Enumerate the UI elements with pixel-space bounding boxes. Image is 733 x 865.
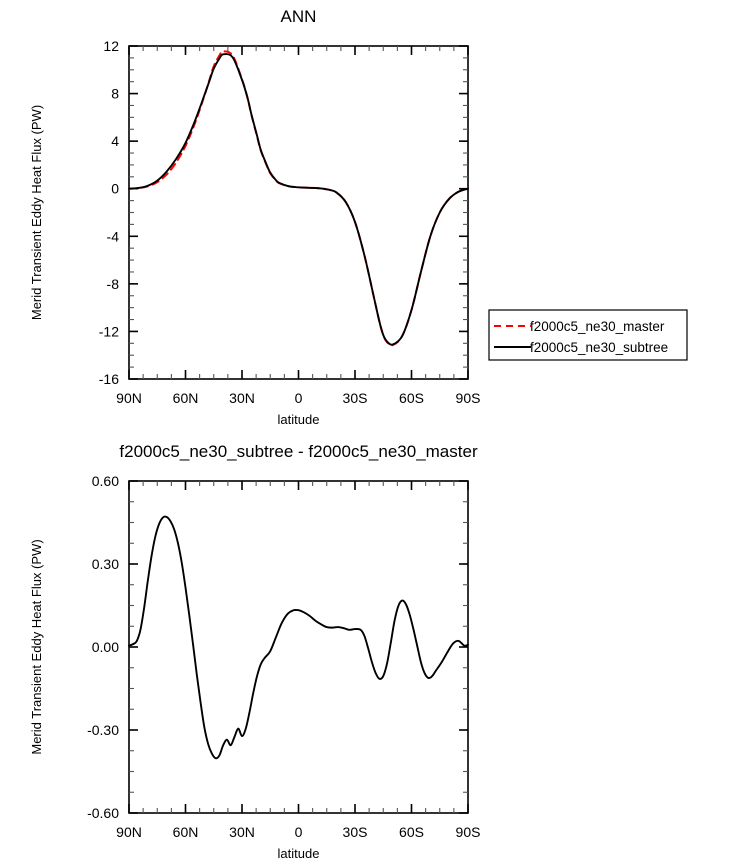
y-tick-label: -4 [107,228,120,244]
y-tick-label: 0 [111,181,119,197]
bottom-panel-title: f2000c5_ne30_subtree - f2000c5_ne30_mast… [119,442,478,461]
x-tick-label: 60N [173,390,199,406]
y-tick-label: 4 [111,133,119,149]
y-tick-label: -0.30 [87,722,119,738]
y-tick-label: -0.60 [87,805,119,821]
top-panel-ylabel: Merid Transient Eddy Heat Flux (PW) [29,105,44,320]
y-tick-label: 8 [111,86,119,102]
x-tick-label: 60S [399,390,424,406]
x-tick-label: 30S [343,824,368,840]
y-tick-label: 0.30 [92,556,119,572]
top-panel-plot-frame [128,45,469,380]
x-tick-label: 90N [116,824,142,840]
x-tick-label: 30N [229,824,255,840]
series-f2000c5_ne30_master [128,50,469,347]
top-panel: ANN 90N 60N 30N 0 30S 60S 90S 12 8 4 0 -4 -8 -12 -16 lat… [29,7,480,427]
x-tick-label: 90N [116,390,142,406]
x-tick-label: 60S [399,824,424,840]
legend-box [488,309,688,361]
legend: f2000c5_ne30_master f2000c5_ne30_subtree [488,309,688,361]
x-tick-label: 90S [456,824,481,840]
y-tick-label: -16 [99,371,119,387]
legend-label: f2000c5_ne30_subtree [530,340,668,355]
y-tick-label: -8 [107,276,120,292]
x-tick-label: 60N [173,824,199,840]
y-tick-label: -12 [99,323,119,339]
x-tick-label: 30N [229,390,255,406]
x-tick-label: 30S [343,390,368,406]
x-tick-label: 90S [456,390,481,406]
x-tick-label: 0 [295,390,303,406]
y-tick-label: 0.60 [92,473,119,489]
bottom-panel-xlabel: latitude [278,846,320,861]
y-tick-label: 12 [103,38,119,54]
x-tick-label: 0 [295,824,303,840]
legend-label: f2000c5_ne30_master [530,319,665,334]
top-panel-title: ANN [281,7,317,26]
series-f2000c5_ne30_subtree [128,53,469,346]
series-difference [128,515,469,760]
y-tick-label: 0.00 [92,639,119,655]
bottom-panel: f2000c5_ne30_subtree - f2000c5_ne30_mast… [29,442,480,861]
bottom-panel-ylabel: Merid Transient Eddy Heat Flux (PW) [29,539,44,754]
top-panel-xlabel: latitude [278,412,320,427]
